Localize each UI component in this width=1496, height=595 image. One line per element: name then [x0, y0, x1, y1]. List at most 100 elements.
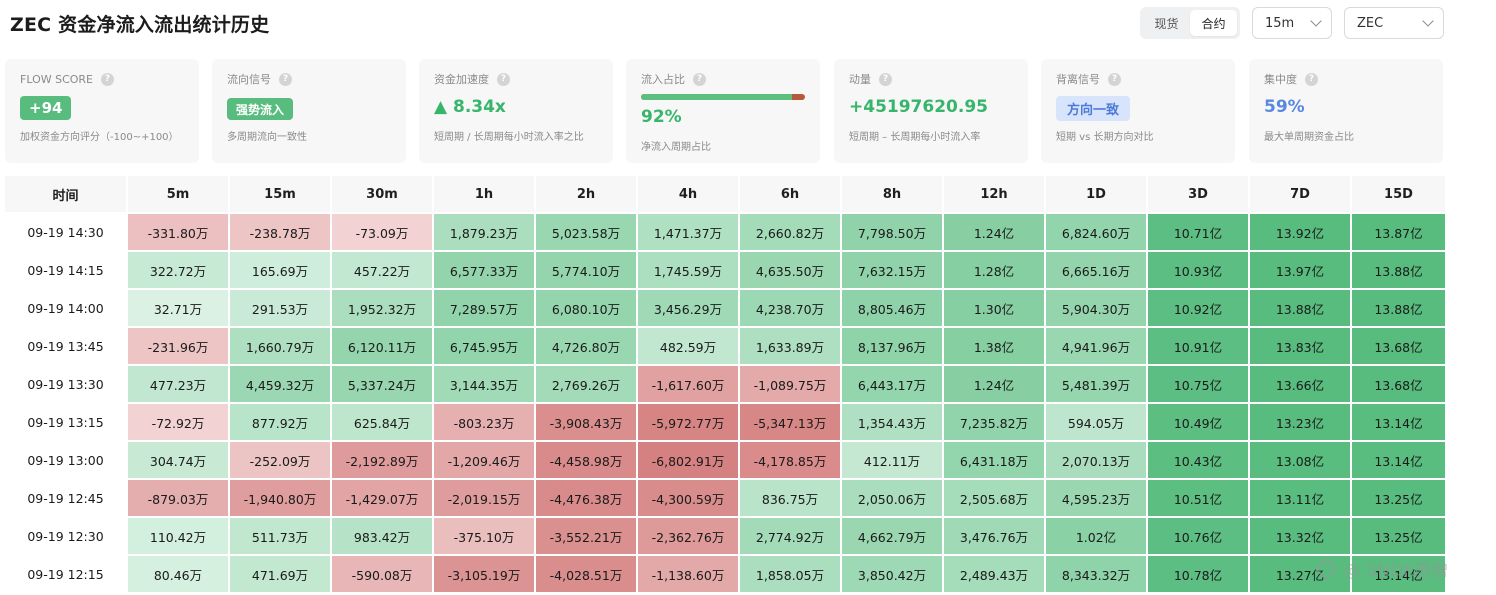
flow-cell: 2,070.13万: [1046, 442, 1146, 478]
table-row: 09-19 12:15 80.46万 471.69万 -590.08万 -3,105.1…: [5, 556, 1445, 592]
flow-cell: -3,908.43万: [536, 404, 636, 440]
acceleration-value: ▲ 8.34x: [434, 97, 506, 117]
help-icon[interactable]: ?: [879, 72, 892, 86]
flow-cell: 6,443.17万: [842, 366, 942, 402]
flow-cell: 2,505.68万: [944, 480, 1044, 516]
card-desc: 短周期 / 长周期每小时流入率之比: [434, 132, 584, 143]
flow-cell: 10.78亿: [1148, 556, 1248, 592]
card-label: 流入占比: [641, 73, 685, 86]
flow-cell: 5,481.39万: [1046, 366, 1146, 402]
flow-cell: 322.72万: [128, 252, 228, 288]
flow-cell: -5,972.77万: [638, 404, 738, 440]
flow-cell: 1,660.79万: [230, 328, 330, 364]
column-header: 6h: [740, 176, 840, 212]
coin-select-value: ZEC: [1357, 15, 1384, 31]
flow-cell: 877.92万: [230, 404, 330, 440]
flow-cell: 1.28亿: [944, 252, 1044, 288]
flow-cell: 511.73万: [230, 518, 330, 554]
help-icon[interactable]: ?: [279, 72, 292, 86]
flow-cell: 304.74万: [128, 442, 228, 478]
flow-cell: 291.53万: [230, 290, 330, 326]
help-icon[interactable]: ?: [1108, 72, 1121, 86]
concentration-value: 59%: [1264, 97, 1305, 117]
card-acceleration: 资金加速度? ▲ 8.34x 短周期 / 长周期每小时流入率之比: [419, 59, 613, 163]
coin-select[interactable]: ZEC: [1344, 7, 1444, 39]
flow-cell: 1,745.59万: [638, 252, 738, 288]
flow-cell: 4,726.80万: [536, 328, 636, 364]
table-row: 09-19 13:30 477.23万 4,459.32万 5,337.24万 3,14…: [5, 366, 1445, 402]
flow-cell: 3,850.42万: [842, 556, 942, 592]
flow-cell: 10.75亿: [1148, 366, 1248, 402]
card-divergence: 背离信号? 方向一致 短期 vs 长期方向对比: [1041, 59, 1235, 163]
flow-cell: 5,774.10万: [536, 252, 636, 288]
help-icon[interactable]: ?: [693, 72, 706, 86]
flow-cell: 983.42万: [332, 518, 432, 554]
flow-cell: 4,662.79万: [842, 518, 942, 554]
market-option-futures[interactable]: 合约: [1190, 10, 1237, 36]
flow-cell: 412.11万: [842, 442, 942, 478]
flow-cell: 13.32亿: [1250, 518, 1350, 554]
flow-cell: 4,459.32万: [230, 366, 330, 402]
flow-cell: -375.10万: [434, 518, 534, 554]
flow-cell: -6,802.91万: [638, 442, 738, 478]
row-time: 09-19 12:15: [5, 556, 126, 592]
table-row: 09-19 14:30 -331.80万 -238.78万 -73.09万 1,879.…: [5, 214, 1445, 250]
flow-cell: 13.88亿: [1250, 290, 1350, 326]
flow-cell: -72.92万: [128, 404, 228, 440]
flow-cell: 165.69万: [230, 252, 330, 288]
flow-cell: 13.88亿: [1352, 252, 1445, 288]
column-header: 30m: [332, 176, 432, 212]
flow-cell: 1,952.32万: [332, 290, 432, 326]
flow-cell: 10.92亿: [1148, 290, 1248, 326]
flow-cell: 13.68亿: [1352, 328, 1445, 364]
market-option-spot[interactable]: 现货: [1154, 16, 1179, 31]
column-header: 2h: [536, 176, 636, 212]
flow-cell: -5,347.13万: [740, 404, 840, 440]
flow-cell: 8,137.96万: [842, 328, 942, 364]
chevron-down-icon: [1310, 15, 1322, 27]
flow-cell: 13.97亿: [1250, 252, 1350, 288]
watermark: @ SNDK唐僧: [1314, 556, 1448, 581]
flow-cell: 13.11亿: [1250, 480, 1350, 516]
row-time: 09-19 14:30: [5, 214, 126, 250]
table-row: 09-19 14:15 322.72万 165.69万 457.22万 6,577.33…: [5, 252, 1445, 288]
flow-cell: 482.59万: [638, 328, 738, 364]
flow-score-badge: +94: [20, 96, 72, 120]
flow-cell: -1,089.75万: [740, 366, 840, 402]
help-icon[interactable]: ?: [1305, 72, 1318, 86]
flow-cell: -3,105.19万: [434, 556, 534, 592]
flow-cell: 13.83亿: [1250, 328, 1350, 364]
card-desc: 短期 vs 长期方向对比: [1056, 132, 1154, 143]
flow-cell: -2,192.89万: [332, 442, 432, 478]
flow-cell: -331.80万: [128, 214, 228, 250]
flow-cell: -879.03万: [128, 480, 228, 516]
column-header: 4h: [638, 176, 738, 212]
flow-cell: -1,429.07万: [332, 480, 432, 516]
market-toggle[interactable]: 现货 合约: [1140, 7, 1240, 39]
flow-cell: 2,489.43万: [944, 556, 1044, 592]
help-icon[interactable]: ?: [101, 72, 115, 86]
card-desc: 短周期 – 长周期每小时流入率: [849, 132, 981, 143]
interval-select[interactable]: 15m: [1252, 7, 1332, 39]
page-title: ZEC 资金净流入流出统计历史: [10, 14, 270, 36]
flow-cell: 1.24亿: [944, 366, 1044, 402]
flow-cell: -803.23万: [434, 404, 534, 440]
row-time: 09-19 14:15: [5, 252, 126, 288]
table-row: 09-19 14:00 32.71万 291.53万 1,952.32万 7,289.5…: [5, 290, 1445, 326]
flow-cell: 80.46万: [128, 556, 228, 592]
card-label: 动量: [849, 73, 871, 86]
help-icon[interactable]: ?: [497, 72, 510, 86]
flow-cell: 2,769.26万: [536, 366, 636, 402]
column-header-time: 时间: [5, 176, 126, 212]
flow-cell: -252.09万: [230, 442, 330, 478]
flow-cell: -2,362.76万: [638, 518, 738, 554]
flow-cell: 471.69万: [230, 556, 330, 592]
column-header: 1h: [434, 176, 534, 212]
flow-cell: 1,879.23万: [434, 214, 534, 250]
flow-cell: 1.02亿: [1046, 518, 1146, 554]
row-time: 09-19 13:15: [5, 404, 126, 440]
flow-cell: -1,940.80万: [230, 480, 330, 516]
row-time: 09-19 12:30: [5, 518, 126, 554]
flow-cell: 13.88亿: [1352, 290, 1445, 326]
flow-signal-badge: 强势流入: [227, 98, 294, 120]
